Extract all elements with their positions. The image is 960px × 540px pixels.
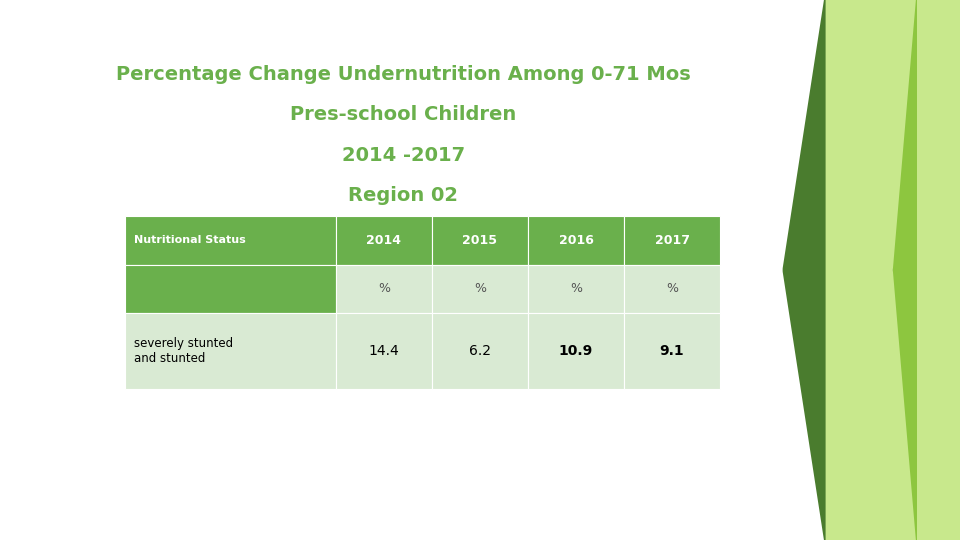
Text: 6.2: 6.2 (469, 344, 491, 358)
Text: Nutritional Status: Nutritional Status (134, 235, 246, 245)
Text: 2017: 2017 (655, 234, 689, 247)
Text: Percentage Change Undernutrition Among 0-71 Mos: Percentage Change Undernutrition Among 0… (116, 65, 690, 84)
Text: 2015: 2015 (463, 234, 497, 247)
Text: %: % (474, 282, 486, 295)
Text: 2016: 2016 (559, 234, 593, 247)
Text: 2014 -2017: 2014 -2017 (342, 146, 465, 165)
Text: 14.4: 14.4 (369, 344, 399, 358)
Text: Region 02: Region 02 (348, 186, 458, 205)
Text: 10.9: 10.9 (559, 344, 593, 358)
Text: severely stunted
and stunted: severely stunted and stunted (134, 337, 233, 365)
Text: 9.1: 9.1 (660, 344, 684, 358)
Text: %: % (666, 282, 678, 295)
Text: 2014: 2014 (367, 234, 401, 247)
Text: %: % (378, 282, 390, 295)
Text: Pres-school Children: Pres-school Children (290, 105, 516, 124)
Text: %: % (570, 282, 582, 295)
